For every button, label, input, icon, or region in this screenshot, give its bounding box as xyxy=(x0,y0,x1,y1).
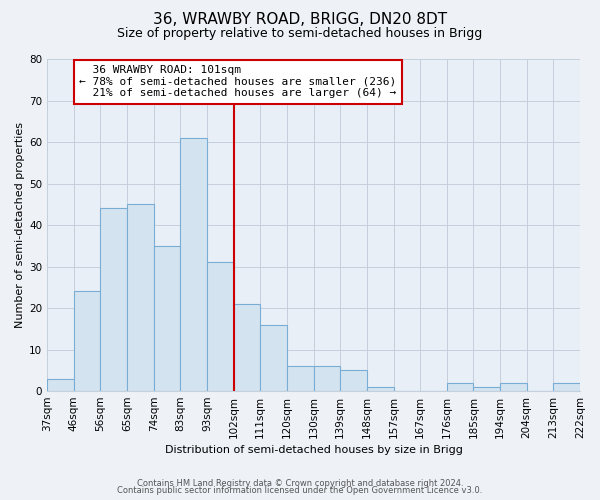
Bar xyxy=(287,366,314,391)
Bar xyxy=(233,304,260,391)
Bar xyxy=(447,383,473,391)
Bar xyxy=(47,378,74,391)
Bar xyxy=(340,370,367,391)
Bar xyxy=(314,366,340,391)
Text: Size of property relative to semi-detached houses in Brigg: Size of property relative to semi-detach… xyxy=(118,28,482,40)
Bar xyxy=(74,292,100,391)
Bar xyxy=(367,387,394,391)
Bar xyxy=(181,138,207,391)
Bar xyxy=(473,387,500,391)
Text: 36, WRAWBY ROAD, BRIGG, DN20 8DT: 36, WRAWBY ROAD, BRIGG, DN20 8DT xyxy=(153,12,447,28)
Bar xyxy=(154,246,181,391)
Bar xyxy=(500,383,527,391)
Text: 36 WRAWBY ROAD: 101sqm
← 78% of semi-detached houses are smaller (236)
  21% of : 36 WRAWBY ROAD: 101sqm ← 78% of semi-det… xyxy=(79,65,397,98)
Text: Contains HM Land Registry data © Crown copyright and database right 2024.: Contains HM Land Registry data © Crown c… xyxy=(137,478,463,488)
Bar xyxy=(553,383,580,391)
Y-axis label: Number of semi-detached properties: Number of semi-detached properties xyxy=(15,122,25,328)
Bar xyxy=(127,204,154,391)
Bar xyxy=(207,262,233,391)
Bar xyxy=(260,324,287,391)
Bar xyxy=(100,208,127,391)
Text: Contains public sector information licensed under the Open Government Licence v3: Contains public sector information licen… xyxy=(118,486,482,495)
X-axis label: Distribution of semi-detached houses by size in Brigg: Distribution of semi-detached houses by … xyxy=(164,445,463,455)
